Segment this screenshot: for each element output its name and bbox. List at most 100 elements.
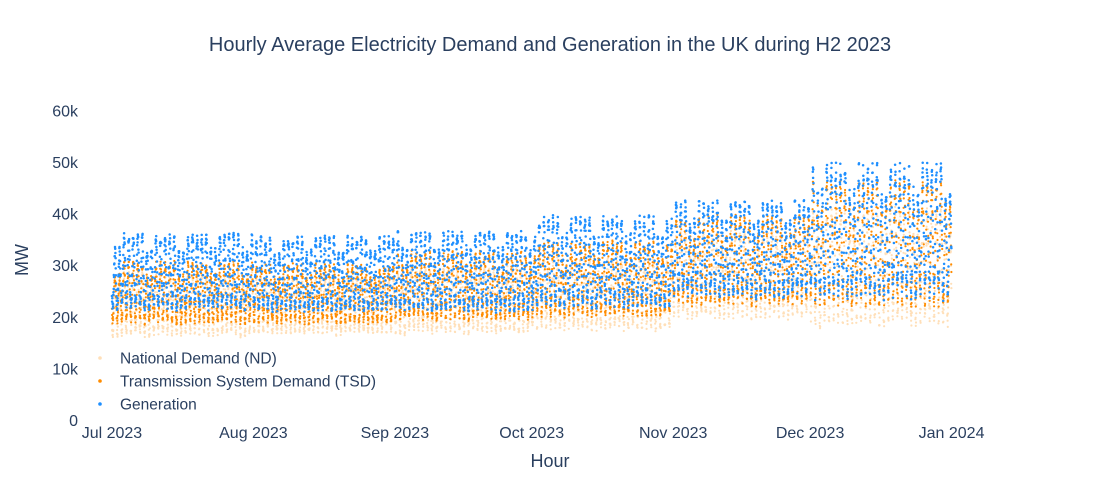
data-point xyxy=(776,248,779,251)
data-point xyxy=(422,322,425,325)
data-point xyxy=(135,326,138,329)
data-point xyxy=(144,313,147,316)
data-point xyxy=(322,318,325,322)
data-point xyxy=(128,288,131,291)
data-point xyxy=(429,284,432,287)
data-point xyxy=(221,325,224,328)
data-point xyxy=(303,325,306,328)
data-point xyxy=(718,309,721,312)
data-point xyxy=(427,319,430,322)
data-point xyxy=(171,310,174,313)
data-point xyxy=(234,325,237,329)
data-point xyxy=(753,275,756,278)
data-point xyxy=(586,325,589,328)
data-point xyxy=(563,321,567,325)
data-point xyxy=(413,317,416,320)
data-point xyxy=(203,331,206,334)
data-point xyxy=(143,332,146,335)
data-point xyxy=(814,319,817,322)
data-point xyxy=(211,321,214,324)
data-point xyxy=(160,270,163,273)
data-point xyxy=(135,291,138,294)
data-point xyxy=(782,303,786,306)
data-point xyxy=(353,330,356,333)
data-point xyxy=(826,263,830,266)
data-point xyxy=(171,316,174,319)
data-point xyxy=(258,312,261,315)
data-point xyxy=(929,229,933,232)
data-point xyxy=(343,308,346,312)
data-point xyxy=(131,282,134,285)
data-point xyxy=(940,268,944,271)
data-point xyxy=(746,299,749,302)
data-point xyxy=(180,327,183,330)
data-point xyxy=(289,328,292,331)
data-point xyxy=(837,301,840,305)
data-point xyxy=(823,313,827,317)
data-point xyxy=(120,317,124,320)
data-point xyxy=(371,327,374,330)
data-point xyxy=(166,323,169,326)
data-point xyxy=(549,323,552,327)
data-point xyxy=(335,325,338,328)
data-point xyxy=(212,318,215,321)
data-point xyxy=(755,316,758,319)
data-point xyxy=(892,309,895,312)
data-point xyxy=(677,311,680,314)
data-point xyxy=(475,284,478,287)
data-point xyxy=(342,297,345,300)
data-point xyxy=(146,299,149,303)
data-point xyxy=(591,319,594,322)
data-point xyxy=(838,253,841,256)
data-point xyxy=(248,332,251,335)
data-point xyxy=(130,323,133,327)
data-point xyxy=(644,279,647,282)
data-point xyxy=(901,317,904,320)
data-point xyxy=(134,323,137,326)
data-point xyxy=(678,260,682,263)
data-point xyxy=(621,266,624,269)
data-point xyxy=(741,310,744,313)
data-point xyxy=(213,307,216,310)
data-point xyxy=(589,293,592,296)
data-point xyxy=(175,332,179,335)
data-point xyxy=(197,285,200,289)
data-point xyxy=(859,284,862,287)
data-point xyxy=(872,241,875,244)
data-point xyxy=(589,276,592,279)
data-point xyxy=(828,307,831,310)
data-point xyxy=(495,332,498,335)
data-point xyxy=(791,307,794,310)
data-point xyxy=(688,269,691,272)
data-point xyxy=(117,292,120,295)
data-point xyxy=(148,327,151,330)
data-point xyxy=(304,318,307,322)
data-point xyxy=(212,323,215,326)
data-point xyxy=(503,319,506,322)
data-point xyxy=(759,302,762,305)
data-point xyxy=(208,312,211,315)
data-point xyxy=(125,309,129,312)
data-point xyxy=(812,216,815,219)
data-point xyxy=(341,300,344,303)
data-point xyxy=(313,294,317,297)
data-point xyxy=(426,321,429,325)
data-point xyxy=(509,319,512,322)
data-point xyxy=(786,304,789,307)
data-point xyxy=(130,329,133,332)
data-point xyxy=(648,265,651,268)
data-point xyxy=(684,250,688,253)
data-point xyxy=(141,271,144,274)
data-point xyxy=(787,309,790,312)
data-point xyxy=(933,319,936,322)
data-point xyxy=(269,280,272,283)
data-point xyxy=(158,278,161,281)
data-point xyxy=(197,294,200,297)
data-point xyxy=(595,323,598,326)
data-point xyxy=(684,232,687,235)
data-point xyxy=(413,323,416,326)
data-point xyxy=(351,288,355,291)
data-point xyxy=(814,305,818,308)
data-point xyxy=(219,284,222,287)
data-point xyxy=(540,325,543,328)
